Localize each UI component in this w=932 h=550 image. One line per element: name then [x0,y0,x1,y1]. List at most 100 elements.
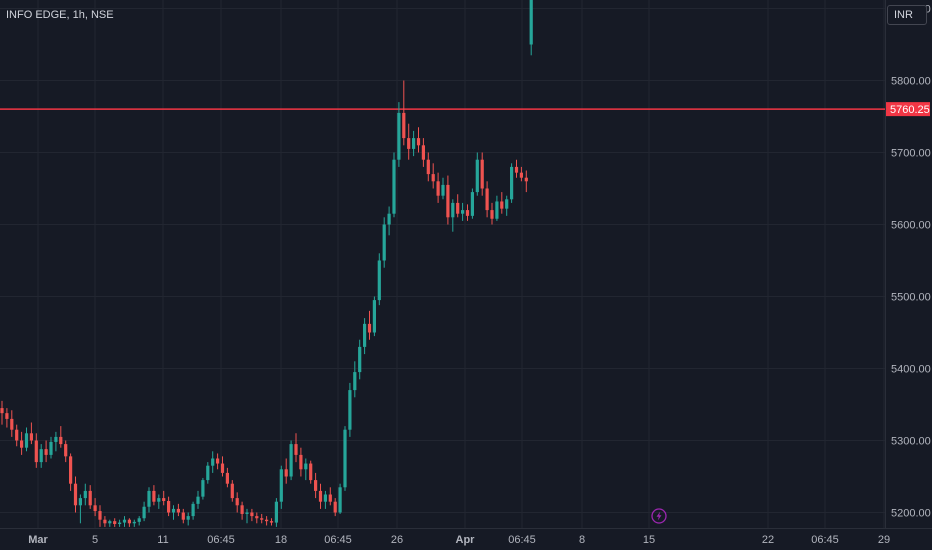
candle-body [397,112,401,160]
candle-body [73,483,78,506]
time-axis-background[interactable] [0,528,932,550]
line-price-label: 5760.25 [890,104,930,116]
price-tick-label: 5600.00 [891,220,931,232]
candle-body [186,516,190,520]
candle-body [456,202,460,214]
candle-body [176,508,180,513]
candle-body [29,433,33,441]
candle-body [372,300,376,333]
candle-body [142,506,146,519]
price-tick-label: 5700.00 [891,148,931,160]
candle-body [461,210,465,214]
candle-body [113,521,117,525]
candle-body [235,498,239,506]
grid [0,0,885,528]
candle-body [387,213,391,225]
time-axis-ticks: Mar 5 11 06:45 18 06:45 26 Apr 06:45 8 15 22 06:45 29 [28,534,890,546]
candle-body [122,519,127,523]
candle-body [505,199,509,209]
candle-body [529,0,533,45]
candle-body [514,166,519,173]
price-tick-label: 5300.00 [891,436,931,448]
candle-body [333,501,337,513]
candle-body [88,490,92,506]
time-tick-label: 06:45 [324,534,352,546]
time-tick-label: 06:45 [207,534,235,546]
candle-body [294,444,298,455]
candle-body [171,508,176,513]
candle-body [495,201,499,219]
price-tags: 6009.0003:015981.455760.25 [886,102,930,117]
price-axis-background[interactable] [886,22,932,528]
candle-body [15,429,19,441]
time-tick-label: 06:45 [508,534,536,546]
candle-body [279,469,283,502]
candle-body [269,521,274,523]
time-tick-label: 11 [157,534,168,546]
candle-body [299,454,303,470]
candle-body [255,516,259,519]
time-tick-label: 26 [391,534,403,546]
candle-body [98,511,102,520]
candle-body [402,112,406,139]
candle-body [421,145,425,160]
currency-button[interactable]: INR [887,5,927,25]
candle-body [220,463,225,473]
candle-body [446,184,450,218]
candle-body [426,159,430,175]
candle-body [348,390,352,430]
time-tick-label: 5 [92,534,98,546]
price-tick-label: 5400.00 [891,364,931,376]
candle-body [451,202,455,218]
candle-body [377,260,381,301]
candle-body [431,174,435,182]
time-tick-label: 8 [579,534,585,546]
candle-body [167,500,171,513]
candle-body [152,490,156,502]
candle-body [230,483,234,499]
candle-body [108,521,112,524]
candle-body [343,429,347,488]
candle-body [490,210,494,219]
candle-body [500,201,504,209]
lightning-icon[interactable] [651,508,667,524]
candle-body [470,192,474,216]
candle-body [328,494,332,502]
price-axis-ticks: 6900.006800.006700.006600.006500.006400.… [891,4,931,520]
candle-body [318,490,323,502]
candle-body [392,159,396,214]
candle-body [132,521,136,524]
candle-body [358,346,362,373]
candle-body [191,503,195,517]
candle-body [225,472,229,484]
candle-body [127,519,131,524]
time-tick-label: 18 [275,534,287,546]
candle-body [49,441,53,455]
candle-body [485,188,489,211]
chart-title: INFO EDGE, 1h, NSE [6,9,114,21]
candle-body [274,501,278,523]
candle-body [59,436,63,445]
candle-body [206,465,210,481]
candle-body [39,449,43,463]
candle-body [78,498,82,506]
candle-body [93,505,97,512]
candle-body [407,138,411,149]
time-tick-label: 15 [643,534,655,546]
candle-body [250,512,254,517]
candles [0,0,533,527]
time-tick-label: Apr [456,534,476,546]
candle-body [284,469,288,477]
candle-body [338,487,342,513]
candle-body [412,138,416,149]
candle-body [34,440,38,463]
candle-body [103,519,107,524]
time-tick-label: 06:45 [811,534,839,546]
candle-body [436,181,440,196]
candle-body [265,519,269,522]
candle-body [201,480,205,497]
candle-body [162,498,166,501]
candle-body [211,458,215,466]
candle-body [475,159,479,193]
